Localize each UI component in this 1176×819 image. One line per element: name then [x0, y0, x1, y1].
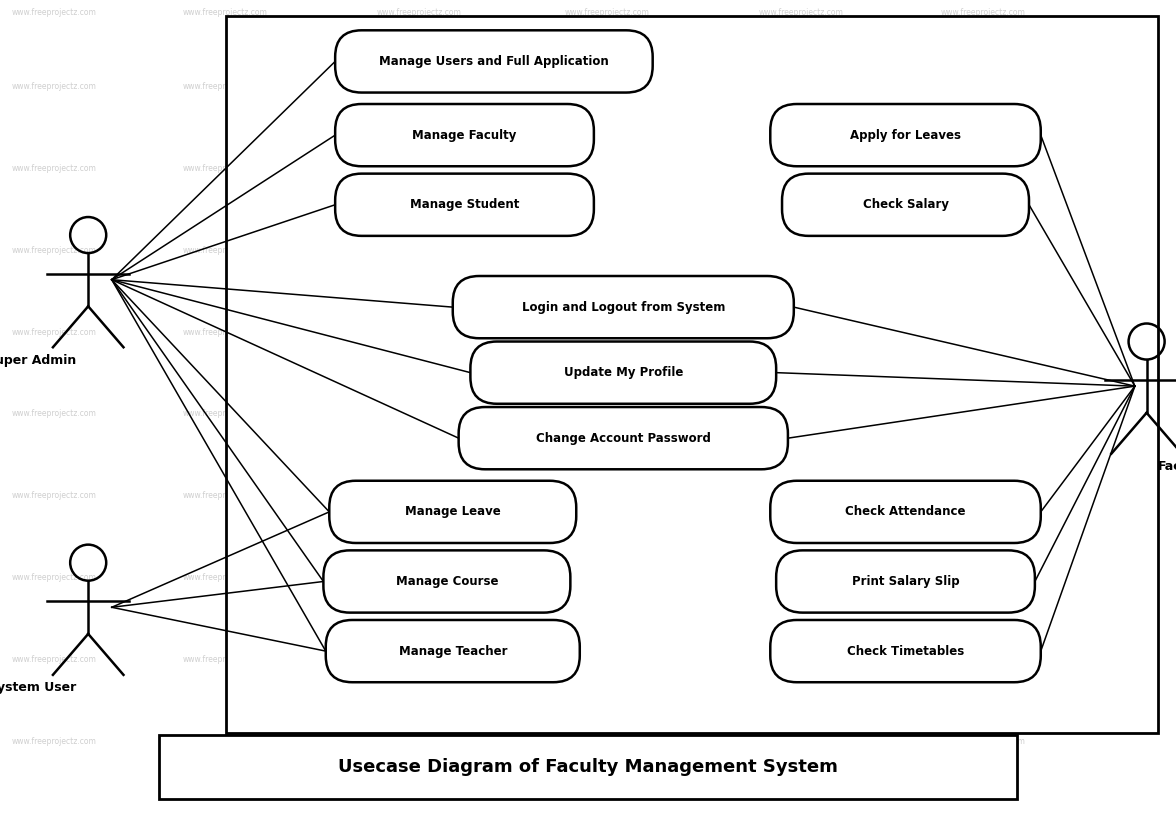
- Text: www.freeprojectz.com: www.freeprojectz.com: [12, 82, 96, 91]
- Text: Print Salary Slip: Print Salary Slip: [851, 575, 960, 588]
- Text: www.freeprojectz.com: www.freeprojectz.com: [564, 164, 649, 173]
- Text: www.freeprojectz.com: www.freeprojectz.com: [182, 573, 267, 582]
- Text: Update My Profile: Update My Profile: [563, 366, 683, 379]
- FancyBboxPatch shape: [459, 407, 788, 469]
- Text: www.freeprojectz.com: www.freeprojectz.com: [941, 328, 1025, 337]
- FancyBboxPatch shape: [323, 550, 570, 613]
- Text: www.freeprojectz.com: www.freeprojectz.com: [376, 164, 461, 173]
- FancyBboxPatch shape: [453, 276, 794, 338]
- FancyBboxPatch shape: [770, 620, 1041, 682]
- Text: www.freeprojectz.com: www.freeprojectz.com: [941, 164, 1025, 173]
- FancyBboxPatch shape: [782, 174, 1029, 236]
- Text: www.freeprojectz.com: www.freeprojectz.com: [564, 82, 649, 91]
- Text: Manage Users and Full Application: Manage Users and Full Application: [379, 55, 609, 68]
- Text: Apply for Leaves: Apply for Leaves: [850, 129, 961, 142]
- Text: Check Salary: Check Salary: [862, 198, 949, 211]
- FancyBboxPatch shape: [770, 481, 1041, 543]
- Text: Change Account Password: Change Account Password: [536, 432, 710, 445]
- Text: Manage Leave: Manage Leave: [405, 505, 501, 518]
- Text: System User: System User: [0, 681, 76, 695]
- Text: www.freeprojectz.com: www.freeprojectz.com: [941, 246, 1025, 255]
- Text: www.freeprojectz.com: www.freeprojectz.com: [941, 82, 1025, 91]
- Text: www.freeprojectz.com: www.freeprojectz.com: [564, 737, 649, 746]
- Text: www.freeprojectz.com: www.freeprojectz.com: [759, 246, 843, 255]
- FancyBboxPatch shape: [470, 342, 776, 404]
- Text: www.freeprojectz.com: www.freeprojectz.com: [182, 328, 267, 337]
- Text: Manage Course: Manage Course: [395, 575, 499, 588]
- Text: www.freeprojectz.com: www.freeprojectz.com: [759, 164, 843, 173]
- Text: www.freeprojectz.com: www.freeprojectz.com: [941, 8, 1025, 17]
- Text: www.freeprojectz.com: www.freeprojectz.com: [759, 491, 843, 500]
- Text: www.freeprojectz.com: www.freeprojectz.com: [12, 655, 96, 664]
- Text: www.freeprojectz.com: www.freeprojectz.com: [12, 328, 96, 337]
- Text: Manage Faculty: Manage Faculty: [413, 129, 516, 142]
- Text: www.freeprojectz.com: www.freeprojectz.com: [759, 655, 843, 664]
- Text: www.freeprojectz.com: www.freeprojectz.com: [376, 573, 461, 582]
- Text: www.freeprojectz.com: www.freeprojectz.com: [376, 655, 461, 664]
- Text: www.freeprojectz.com: www.freeprojectz.com: [182, 246, 267, 255]
- FancyBboxPatch shape: [770, 104, 1041, 166]
- Text: www.freeprojectz.com: www.freeprojectz.com: [182, 655, 267, 664]
- Text: www.freeprojectz.com: www.freeprojectz.com: [12, 491, 96, 500]
- FancyBboxPatch shape: [335, 104, 594, 166]
- Text: www.freeprojectz.com: www.freeprojectz.com: [759, 737, 843, 746]
- Text: www.freeprojectz.com: www.freeprojectz.com: [182, 8, 267, 17]
- Text: Manage Teacher: Manage Teacher: [399, 645, 507, 658]
- Text: www.freeprojectz.com: www.freeprojectz.com: [564, 573, 649, 582]
- Text: www.freeprojectz.com: www.freeprojectz.com: [12, 246, 96, 255]
- Text: www.freeprojectz.com: www.freeprojectz.com: [759, 82, 843, 91]
- Text: www.freeprojectz.com: www.freeprojectz.com: [182, 82, 267, 91]
- Text: www.freeprojectz.com: www.freeprojectz.com: [564, 491, 649, 500]
- Text: www.freeprojectz.com: www.freeprojectz.com: [376, 246, 461, 255]
- Text: Check Attendance: Check Attendance: [846, 505, 965, 518]
- FancyBboxPatch shape: [329, 481, 576, 543]
- Text: www.freeprojectz.com: www.freeprojectz.com: [941, 737, 1025, 746]
- FancyBboxPatch shape: [335, 30, 653, 93]
- Text: www.freeprojectz.com: www.freeprojectz.com: [182, 491, 267, 500]
- Text: www.freeprojectz.com: www.freeprojectz.com: [376, 737, 461, 746]
- Bar: [159, 735, 1017, 799]
- Text: www.freeprojectz.com: www.freeprojectz.com: [182, 164, 267, 173]
- Text: www.freeprojectz.com: www.freeprojectz.com: [759, 573, 843, 582]
- Text: www.freeprojectz.com: www.freeprojectz.com: [564, 8, 649, 17]
- Text: Usecase Diagram of Faculty Management System: Usecase Diagram of Faculty Management Sy…: [338, 758, 838, 776]
- Text: Check Timetables: Check Timetables: [847, 645, 964, 658]
- Text: www.freeprojectz.com: www.freeprojectz.com: [12, 164, 96, 173]
- Text: www.freeprojectz.com: www.freeprojectz.com: [941, 410, 1025, 419]
- FancyBboxPatch shape: [335, 174, 594, 236]
- Text: www.freeprojectz.com: www.freeprojectz.com: [376, 491, 461, 500]
- Text: Super Admin: Super Admin: [0, 354, 76, 367]
- Text: www.freeprojectz.com: www.freeprojectz.com: [182, 737, 267, 746]
- Text: www.freeprojectz.com: www.freeprojectz.com: [941, 655, 1025, 664]
- FancyBboxPatch shape: [326, 620, 580, 682]
- Text: www.freeprojectz.com: www.freeprojectz.com: [376, 82, 461, 91]
- Text: www.freeprojectz.com: www.freeprojectz.com: [182, 410, 267, 419]
- Text: www.freeprojectz.com: www.freeprojectz.com: [376, 8, 461, 17]
- Text: www.freeprojectz.com: www.freeprojectz.com: [564, 246, 649, 255]
- Text: Login and Logout from System: Login and Logout from System: [522, 301, 724, 314]
- Text: www.freeprojectz.com: www.freeprojectz.com: [12, 737, 96, 746]
- Text: www.freeprojectz.com: www.freeprojectz.com: [759, 328, 843, 337]
- Text: www.freeprojectz.com: www.freeprojectz.com: [941, 491, 1025, 500]
- Bar: [226, 16, 1158, 733]
- Text: www.freeprojectz.com: www.freeprojectz.com: [376, 410, 461, 419]
- Text: www.freeprojectz.com: www.freeprojectz.com: [12, 8, 96, 17]
- Text: www.freeprojectz.com: www.freeprojectz.com: [564, 655, 649, 664]
- Text: Manage Student: Manage Student: [409, 198, 520, 211]
- FancyBboxPatch shape: [776, 550, 1035, 613]
- Text: www.freeprojectz.com: www.freeprojectz.com: [376, 328, 461, 337]
- Text: www.freeprojectz.com: www.freeprojectz.com: [564, 410, 649, 419]
- Text: www.freeprojectz.com: www.freeprojectz.com: [759, 410, 843, 419]
- Text: www.freeprojectz.com: www.freeprojectz.com: [12, 573, 96, 582]
- Text: www.freeprojectz.com: www.freeprojectz.com: [564, 328, 649, 337]
- Text: Faculty: Faculty: [1158, 460, 1176, 473]
- Text: www.freeprojectz.com: www.freeprojectz.com: [759, 8, 843, 17]
- Text: www.freeprojectz.com: www.freeprojectz.com: [12, 410, 96, 419]
- Text: www.freeprojectz.com: www.freeprojectz.com: [941, 573, 1025, 582]
